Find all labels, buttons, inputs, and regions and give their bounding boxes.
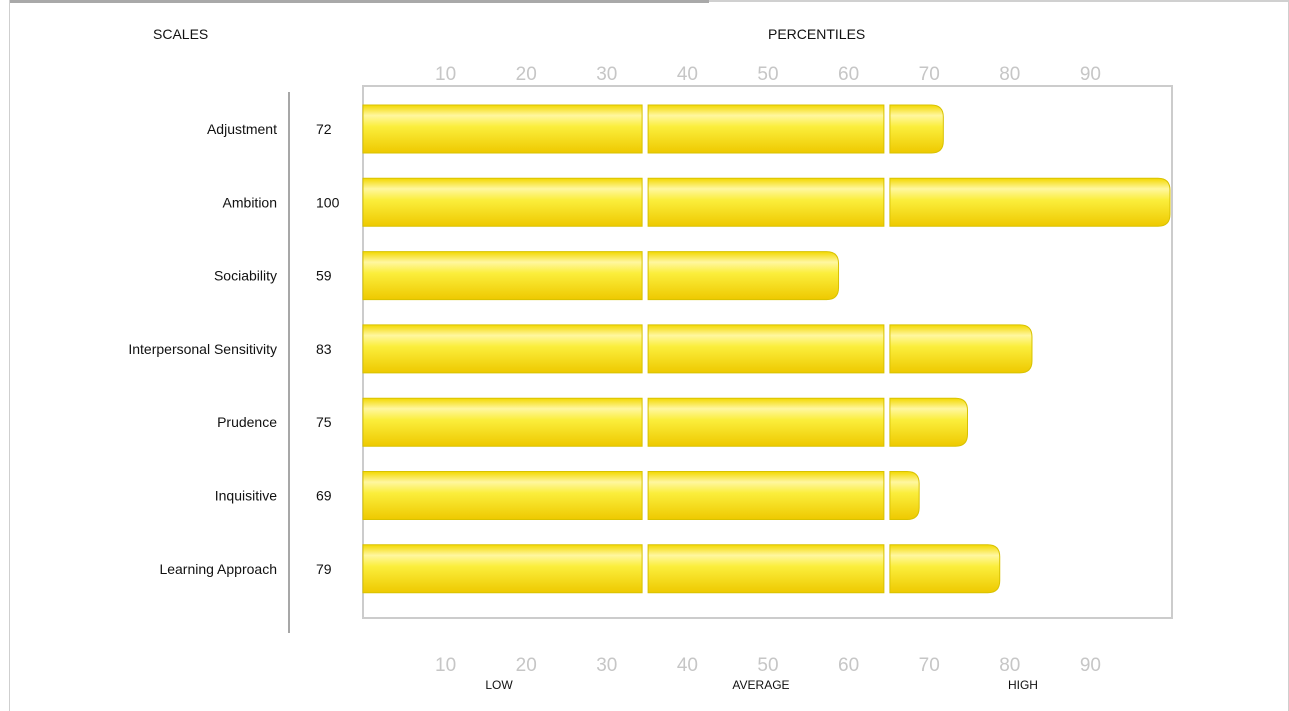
value-labels: 72 100 59 83 75 69 79 [316,121,340,577]
bottom-tick-labels: 10 20 30 40 50 60 70 80 90 [435,655,1101,676]
tick-label-top: 90 [1080,64,1101,85]
bar-segment [647,324,885,374]
scales-header: SCALES [153,26,209,42]
bar-segment [889,471,920,520]
value-label: 75 [316,414,332,430]
tick-label-bottom: 60 [838,655,859,676]
tick-label-top: 80 [999,64,1020,85]
bar-segment [647,104,885,154]
tick-label-bottom: 20 [516,655,537,676]
category-label: Prudence [217,414,277,430]
bar-segment [647,397,885,447]
bar-segment [362,251,643,301]
bar-segment [362,177,643,227]
tick-label-top: 50 [757,64,778,85]
tick-label-top: 70 [919,64,940,85]
frame-top-accent [9,0,709,3]
tick-label-top: 30 [596,64,617,85]
category-label: Learning Approach [159,561,277,577]
category-label: Ambition [223,194,277,210]
bar-0 [362,104,944,154]
bar-segment [362,397,643,447]
value-label: 83 [316,341,332,357]
tick-label-top: 10 [435,64,456,85]
tick-label-bottom: 50 [757,655,778,676]
bar-segment [362,544,643,594]
frame-left-border [9,0,10,711]
band-labels: LOW AVERAGE HIGH [485,678,1038,692]
tick-label-top: 60 [838,64,859,85]
tick-label-bottom: 10 [435,655,456,676]
tick-label-bottom: 40 [677,655,698,676]
bar-segment [362,104,643,154]
bar-2 [362,251,840,301]
bar-5 [362,471,920,520]
tick-label-top: 40 [677,64,698,85]
bar-segment [362,471,643,520]
category-label: Inquisitive [215,488,277,504]
tick-label-bottom: 70 [919,655,940,676]
bar-segment [362,324,643,374]
band-label-average: AVERAGE [732,678,789,692]
bar-segment [647,471,885,520]
category-label: Interpersonal Sensitivity [128,341,277,357]
bar-segment [889,397,968,447]
category-label: Adjustment [207,121,277,137]
bar-segment [889,544,1001,594]
value-label: 59 [316,268,332,284]
bar-segment [889,177,1171,227]
value-label: 72 [316,121,332,137]
top-tick-labels: 10 20 30 40 50 60 70 80 90 [435,64,1101,85]
value-label: 79 [316,561,332,577]
value-label: 69 [316,488,332,504]
band-label-high: HIGH [1008,678,1038,692]
value-label: 100 [316,194,340,210]
bar-6 [362,544,1001,594]
category-label: Sociability [214,268,277,284]
percentiles-header: PERCENTILES [768,26,866,42]
bar-segment [647,544,885,594]
bar-segment [647,177,885,227]
tick-label-bottom: 90 [1080,655,1101,676]
tick-label-bottom: 30 [596,655,617,676]
tick-label-bottom: 80 [999,655,1020,676]
category-labels: Adjustment Ambition Sociability Interperson… [128,121,277,577]
bars-group [362,104,1171,594]
bar-4 [362,397,968,447]
bar-segment [647,251,840,301]
tick-label-top: 20 [516,64,537,85]
bar-segment [889,324,1033,374]
bar-segment [889,104,944,154]
bar-1 [362,177,1171,227]
band-label-low: LOW [485,678,513,692]
bar-3 [362,324,1033,374]
